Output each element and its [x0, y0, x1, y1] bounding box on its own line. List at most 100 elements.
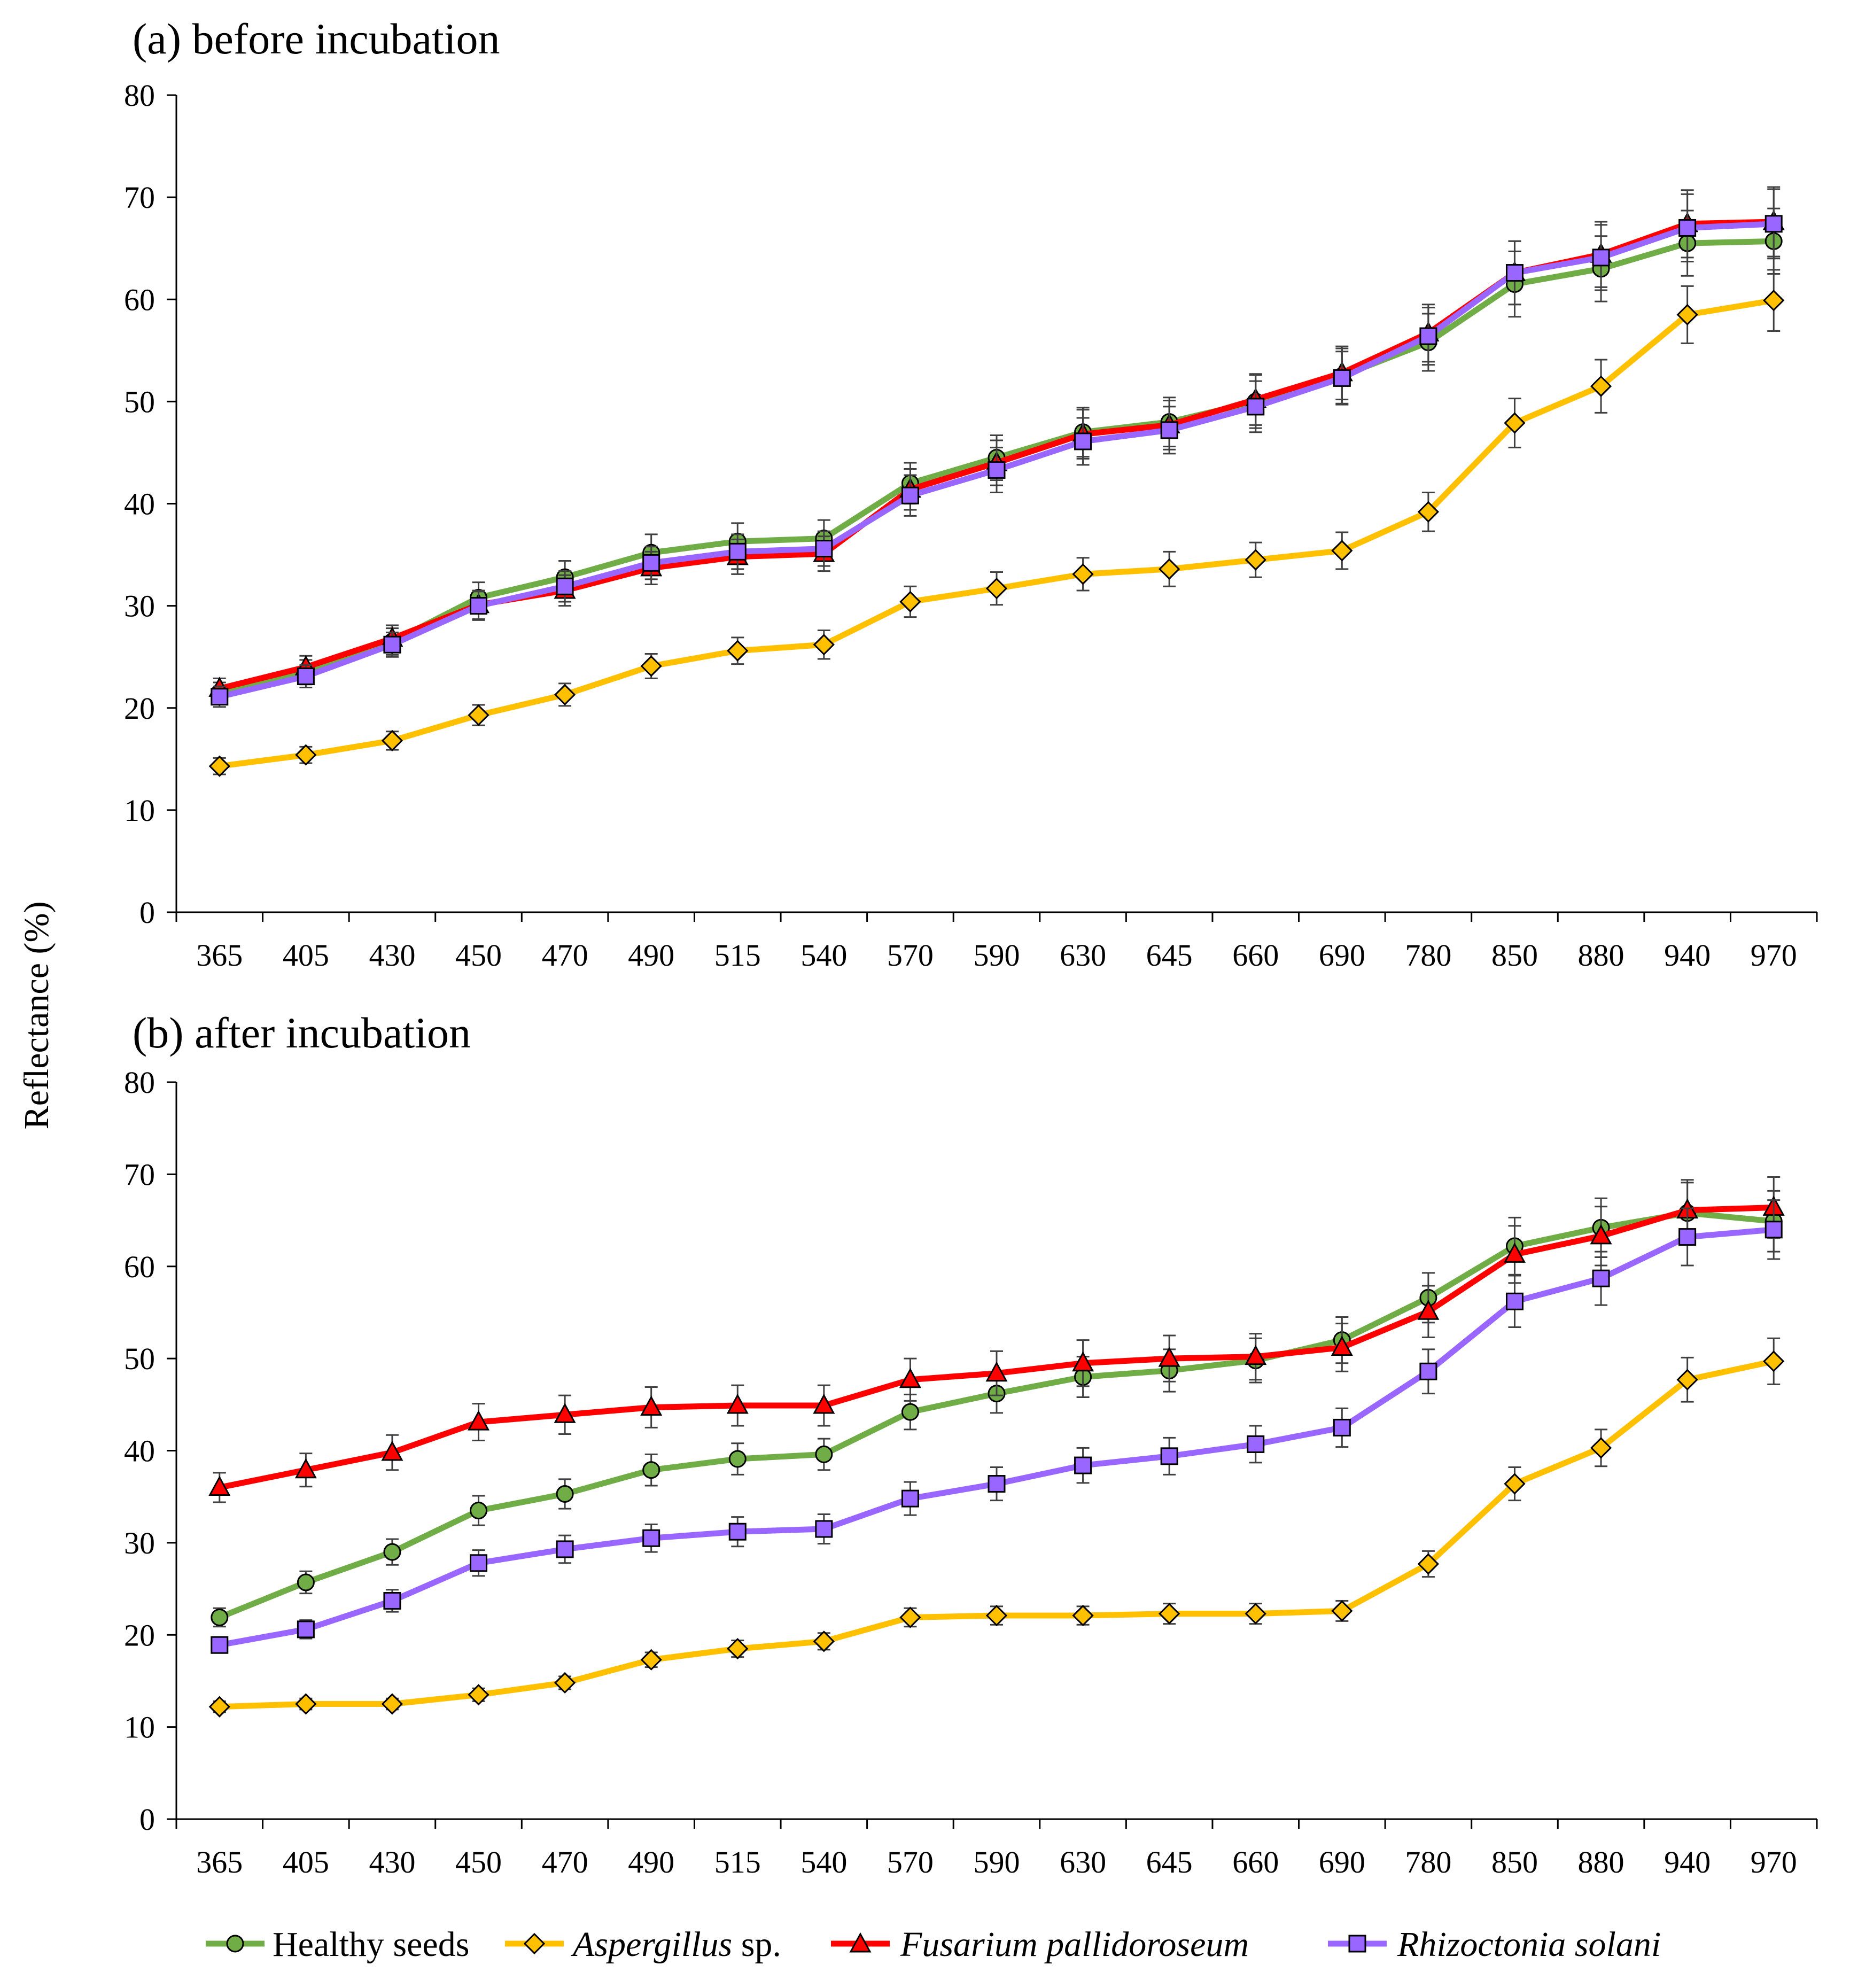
panel-title-a: (a) before incubation — [133, 14, 500, 63]
data-point-diamond — [1245, 549, 1266, 571]
x-tick-label: 645 — [1146, 1845, 1193, 1880]
data-point-square — [901, 1489, 919, 1508]
legend-label-healthy-seeds: Healthy seeds — [273, 1925, 469, 1964]
data-point-diamond — [381, 1693, 403, 1715]
data-point-square — [1419, 327, 1437, 345]
series-rhizoctonia-solani — [211, 188, 1783, 708]
data-point-square — [1505, 1292, 1523, 1310]
x-tick-label: 570 — [887, 938, 934, 973]
x-tick-label: 570 — [887, 1845, 934, 1880]
data-point-triangle — [640, 1395, 663, 1416]
data-point-square — [815, 540, 833, 558]
y-tick-label: 80 — [124, 78, 155, 113]
data-point-square — [1678, 1228, 1697, 1246]
x-tick-label: 970 — [1751, 938, 1797, 973]
data-point-square — [1592, 248, 1610, 267]
x-tick-label: 590 — [974, 1845, 1020, 1880]
data-point-triangle — [1245, 1345, 1267, 1365]
data-point-diamond — [1331, 1600, 1353, 1622]
data-point-diamond — [468, 704, 489, 726]
data-point-circle — [470, 1502, 488, 1520]
data-point-square — [470, 1554, 488, 1572]
data-point-circle — [211, 1608, 229, 1626]
x-tick-label: 405 — [283, 1845, 329, 1880]
data-point-diamond — [640, 1649, 662, 1671]
panel-title-b: (b) after incubation — [133, 1008, 471, 1057]
y-tick-label: 10 — [124, 793, 155, 828]
data-point-diamond — [1763, 1350, 1785, 1372]
data-point-square — [1765, 215, 1783, 233]
data-point-square — [1160, 421, 1178, 439]
x-tick-label: 690 — [1319, 938, 1365, 973]
data-point-square — [642, 554, 660, 572]
data-point-circle — [642, 1461, 660, 1479]
series-rhizoctonia-solani — [211, 1199, 1783, 1654]
x-tick-label: 880 — [1578, 1845, 1624, 1880]
data-point-square — [556, 1540, 574, 1558]
x-tick-label: 690 — [1319, 1845, 1365, 1880]
x-tick-label: 470 — [542, 938, 588, 973]
data-point-square — [1247, 398, 1265, 416]
data-point-square — [470, 597, 488, 615]
y-tick-label: 60 — [124, 282, 155, 317]
data-point-triangle — [381, 1440, 403, 1461]
data-point-square — [988, 1475, 1006, 1493]
data-point-diamond — [813, 1630, 835, 1652]
data-point-triangle — [1158, 1346, 1180, 1367]
y-tick-label: 0 — [139, 895, 155, 930]
data-point-diamond — [813, 634, 835, 656]
data-point-triangle — [554, 1403, 576, 1423]
data-point-square — [1592, 1269, 1610, 1287]
data-point-diamond — [1159, 558, 1180, 580]
series-fusarium-pallidoroseum — [208, 1176, 1785, 1503]
data-point-square — [1074, 1456, 1092, 1474]
x-tick-label: 365 — [196, 938, 243, 973]
panel-before-incubation: (a) before incubation 0 10 20 30 40 50 60 70 80 3… — [124, 14, 1818, 973]
data-point-triangle — [1503, 1242, 1526, 1263]
data-point-diamond — [295, 744, 317, 766]
data-point-diamond — [640, 655, 662, 677]
x-tick-label: 430 — [369, 938, 415, 973]
x-tick-label: 880 — [1578, 938, 1624, 973]
data-point-triangle — [1590, 1224, 1612, 1245]
x-tick-label: 630 — [1060, 1845, 1106, 1880]
y-tick-label: 20 — [124, 1618, 155, 1652]
y-axis-label: Reflectance (%) — [17, 902, 56, 1130]
data-point-diamond — [1417, 1553, 1440, 1575]
data-point-circle — [556, 1485, 574, 1503]
data-point-square — [1247, 1435, 1265, 1453]
legend-item-fusarium: Fusarium pallidoroseum — [831, 1925, 1249, 1964]
data-point-triangle — [1417, 1300, 1440, 1320]
data-point-triangle — [294, 1458, 317, 1479]
y-tick-label: 80 — [124, 1065, 155, 1100]
data-point-square — [1765, 1221, 1783, 1239]
x-tick-label: 940 — [1664, 938, 1711, 973]
x-tick-label: 450 — [455, 938, 502, 973]
data-point-diamond — [1590, 1437, 1612, 1459]
data-point-triangle — [1331, 1335, 1353, 1356]
y-tick-label: 70 — [124, 1157, 155, 1192]
data-point-diamond — [985, 1604, 1008, 1627]
data-point-diamond — [468, 1684, 489, 1706]
x-tick-label: 515 — [714, 1845, 761, 1880]
data-point-square — [642, 1529, 660, 1547]
data-point-circle — [815, 1445, 833, 1463]
x-tick-label: 970 — [1751, 1845, 1797, 1880]
data-point-diamond — [208, 1696, 230, 1718]
data-point-square — [1419, 1362, 1437, 1380]
y-tick-label: 50 — [124, 1341, 155, 1376]
x-tick-label: 645 — [1146, 938, 1193, 973]
x-tick-label: 405 — [283, 938, 329, 973]
x-tick-label: 660 — [1232, 938, 1279, 973]
legend-item-aspergillus: Aspergillus sp. — [505, 1925, 781, 1964]
y-tick-label: 60 — [124, 1249, 155, 1284]
legend-label-aspergillus: Aspergillus sp. — [571, 1925, 781, 1964]
x-tick-label: 850 — [1491, 938, 1538, 973]
x-tick-label: 540 — [800, 1845, 847, 1880]
data-point-square — [211, 688, 229, 706]
legend-label-rhizoctonia: Rhizoctonia solani — [1397, 1925, 1661, 1964]
data-point-square — [383, 635, 401, 654]
legend: Healthy seeds Aspergillus sp. Fusarium p… — [206, 1925, 1661, 1964]
legend-item-healthy-seeds: Healthy seeds — [206, 1925, 469, 1964]
x-tick-label: 430 — [369, 1845, 415, 1880]
